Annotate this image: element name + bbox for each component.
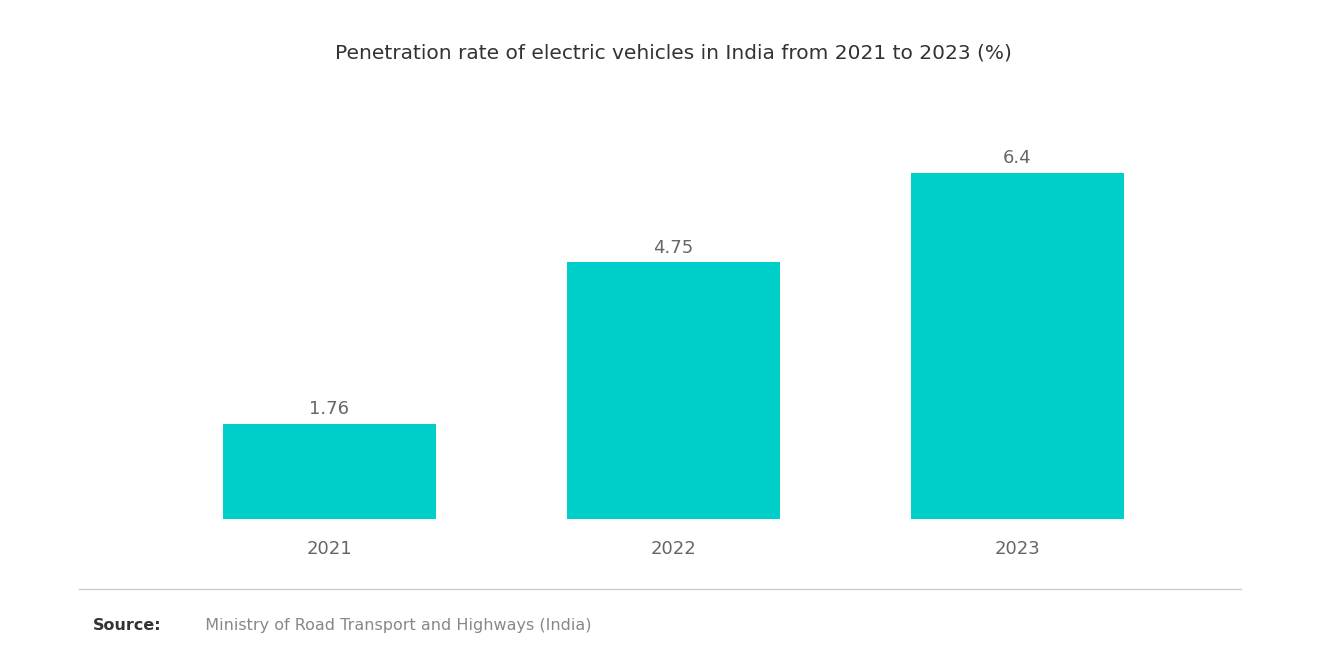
Text: 1.76: 1.76 (309, 400, 350, 418)
Text: 4.75: 4.75 (653, 239, 693, 257)
Bar (223, 424, 436, 519)
Bar (566, 262, 780, 519)
Text: Ministry of Road Transport and Highways (India): Ministry of Road Transport and Highways … (195, 618, 591, 632)
Text: 6.4: 6.4 (1003, 150, 1031, 168)
Title: Penetration rate of electric vehicles in India from 2021 to 2023 (%): Penetration rate of electric vehicles in… (335, 44, 1011, 63)
Text: Source:: Source: (92, 618, 161, 632)
Bar (911, 173, 1123, 519)
